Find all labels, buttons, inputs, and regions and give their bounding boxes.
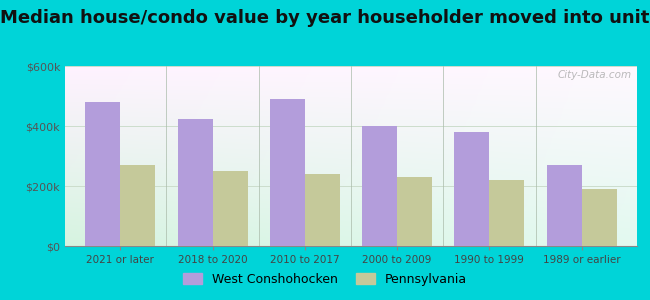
- Bar: [177, 118, 213, 246]
- Bar: [120, 165, 155, 246]
- Bar: [489, 180, 525, 246]
- Bar: [362, 126, 397, 246]
- Bar: [547, 165, 582, 246]
- Bar: [213, 171, 248, 246]
- Bar: [397, 177, 432, 246]
- Bar: [270, 99, 305, 246]
- Bar: [305, 174, 340, 246]
- Text: City-Data.com: City-Data.com: [557, 70, 631, 80]
- Text: Median house/condo value by year householder moved into unit: Median house/condo value by year househo…: [0, 9, 650, 27]
- Bar: [85, 102, 120, 246]
- Legend: West Conshohocken, Pennsylvania: West Conshohocken, Pennsylvania: [178, 268, 472, 291]
- Bar: [454, 132, 489, 246]
- Bar: [582, 189, 617, 246]
